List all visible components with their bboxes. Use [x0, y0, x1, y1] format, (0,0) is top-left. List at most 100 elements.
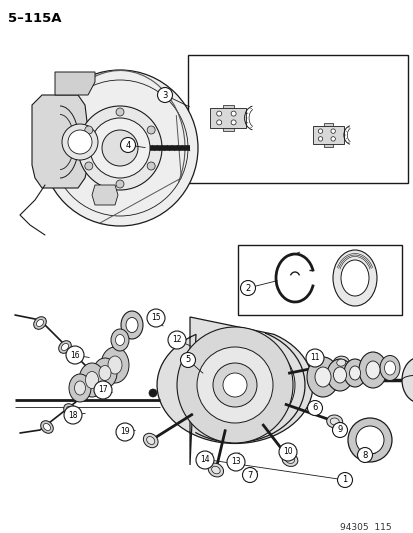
Text: 5: 5: [185, 356, 190, 365]
Circle shape: [102, 130, 138, 166]
Circle shape: [147, 309, 165, 327]
Ellipse shape: [79, 363, 105, 397]
Text: 1: 1: [342, 475, 347, 484]
Circle shape: [157, 87, 172, 102]
Circle shape: [177, 327, 292, 443]
Ellipse shape: [349, 366, 360, 380]
Polygon shape: [222, 105, 233, 108]
Text: 8: 8: [361, 450, 367, 459]
Circle shape: [42, 70, 197, 226]
Text: 2: 2: [245, 284, 250, 293]
Circle shape: [147, 126, 155, 134]
Text: 17: 17: [98, 385, 107, 394]
Circle shape: [330, 136, 335, 141]
Ellipse shape: [126, 318, 138, 333]
Ellipse shape: [66, 407, 74, 414]
Text: 94305  115: 94305 115: [339, 523, 391, 532]
Circle shape: [278, 443, 296, 461]
Circle shape: [94, 381, 112, 399]
Ellipse shape: [69, 374, 91, 402]
Circle shape: [357, 448, 372, 463]
Ellipse shape: [336, 359, 345, 366]
Ellipse shape: [101, 347, 129, 383]
Circle shape: [223, 373, 247, 397]
Circle shape: [116, 108, 124, 116]
Ellipse shape: [36, 319, 43, 327]
Ellipse shape: [330, 418, 338, 425]
Ellipse shape: [64, 403, 76, 416]
Text: 6: 6: [311, 403, 317, 413]
Circle shape: [318, 136, 322, 141]
Polygon shape: [222, 128, 233, 131]
Circle shape: [197, 347, 272, 423]
Circle shape: [307, 400, 322, 416]
Ellipse shape: [306, 357, 338, 397]
Ellipse shape: [281, 453, 297, 466]
Ellipse shape: [40, 421, 53, 433]
Ellipse shape: [332, 356, 349, 369]
Ellipse shape: [285, 456, 294, 463]
Circle shape: [68, 130, 92, 154]
Circle shape: [62, 124, 98, 160]
Circle shape: [64, 406, 82, 424]
Text: 10: 10: [282, 448, 292, 456]
Ellipse shape: [61, 343, 69, 351]
Ellipse shape: [384, 361, 394, 375]
Ellipse shape: [401, 357, 413, 403]
Circle shape: [230, 120, 235, 125]
Circle shape: [66, 346, 84, 364]
Ellipse shape: [211, 466, 220, 474]
Circle shape: [230, 111, 235, 116]
Ellipse shape: [115, 335, 124, 345]
Circle shape: [242, 467, 257, 482]
Ellipse shape: [379, 356, 399, 381]
Circle shape: [216, 111, 221, 116]
Ellipse shape: [365, 361, 379, 379]
Circle shape: [149, 389, 157, 397]
Text: 7: 7: [247, 471, 252, 480]
Circle shape: [120, 138, 135, 152]
Circle shape: [147, 162, 155, 170]
Circle shape: [85, 126, 93, 134]
Circle shape: [78, 106, 161, 190]
Circle shape: [330, 129, 335, 133]
Circle shape: [347, 418, 391, 462]
Text: 9: 9: [337, 425, 342, 434]
Circle shape: [216, 120, 221, 125]
Circle shape: [116, 180, 124, 188]
Bar: [237, 245, 401, 315]
Ellipse shape: [121, 311, 142, 339]
Circle shape: [305, 349, 323, 367]
Ellipse shape: [33, 317, 46, 329]
Text: 15: 15: [151, 313, 160, 322]
Ellipse shape: [43, 423, 50, 431]
Ellipse shape: [358, 352, 386, 388]
Text: 5–115A: 5–115A: [8, 12, 62, 25]
Text: 11: 11: [309, 353, 319, 362]
Ellipse shape: [93, 358, 117, 388]
Ellipse shape: [99, 366, 111, 381]
Text: 12: 12: [172, 335, 181, 344]
Ellipse shape: [326, 359, 352, 391]
Polygon shape: [157, 317, 312, 465]
Circle shape: [337, 472, 351, 488]
Circle shape: [212, 363, 256, 407]
Circle shape: [355, 426, 383, 454]
Ellipse shape: [146, 437, 154, 445]
Circle shape: [116, 423, 134, 441]
Text: 4: 4: [125, 141, 131, 149]
Ellipse shape: [59, 341, 71, 353]
Polygon shape: [323, 123, 332, 126]
Text: 19: 19: [120, 427, 130, 437]
Ellipse shape: [85, 372, 98, 389]
Circle shape: [332, 423, 347, 438]
Ellipse shape: [143, 433, 158, 448]
Ellipse shape: [333, 367, 346, 383]
Circle shape: [180, 352, 195, 367]
Text: 3: 3: [162, 91, 167, 100]
Circle shape: [226, 453, 244, 471]
Ellipse shape: [314, 367, 330, 387]
Polygon shape: [210, 108, 246, 128]
Circle shape: [240, 280, 255, 295]
Text: 16: 16: [70, 351, 80, 359]
